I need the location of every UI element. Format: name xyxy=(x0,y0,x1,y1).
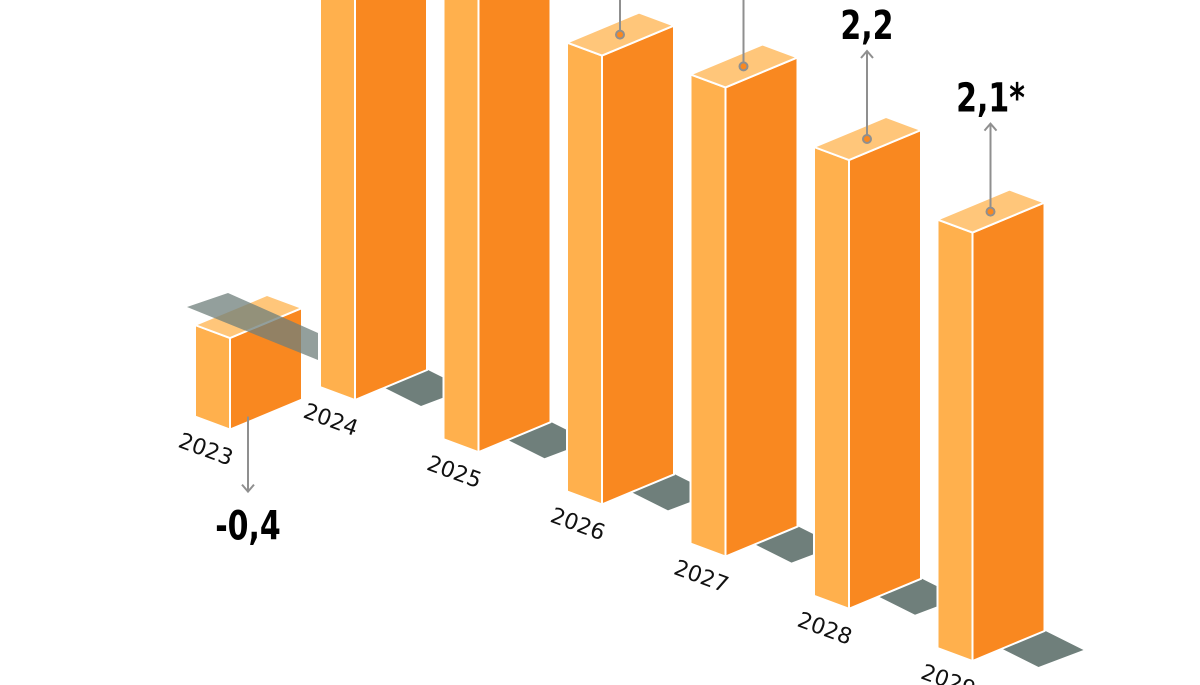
bar-front-face xyxy=(689,72,727,559)
year-label: 2025 xyxy=(423,451,484,494)
bar-side-face xyxy=(601,24,675,506)
bar-front-face xyxy=(194,323,231,432)
value-label: 2,1* xyxy=(956,75,1025,121)
year-label: 2029-30 xyxy=(917,660,1012,685)
anchor-dot xyxy=(738,61,749,72)
bar-side-face xyxy=(848,128,922,611)
year-label: 2026 xyxy=(547,504,608,547)
bar-side-face xyxy=(354,0,428,402)
year-label: 2024 xyxy=(300,399,361,442)
value-label: -0,4 xyxy=(215,503,281,549)
arrow-down-icon xyxy=(241,483,255,494)
zero-plane-shadow xyxy=(187,293,318,360)
bar-front-face xyxy=(442,0,480,454)
bar-front-face xyxy=(319,0,356,402)
bar-side-face xyxy=(971,201,1046,663)
year-label: 2023 xyxy=(175,429,236,472)
bar-side-face xyxy=(477,0,552,454)
bar-front-face xyxy=(566,41,603,506)
year-label: 2028 xyxy=(794,608,855,651)
anchor-dot xyxy=(985,206,996,217)
arrow-up-icon xyxy=(860,49,874,59)
bar-side-face xyxy=(724,55,799,559)
value-label: 2,2 xyxy=(840,3,893,49)
anchor-dot xyxy=(862,134,872,144)
bar-front-face xyxy=(813,145,850,611)
arrow-up-icon xyxy=(983,122,998,132)
year-label: 2027 xyxy=(670,556,731,599)
anchor-dot xyxy=(615,29,625,40)
bar-front-face xyxy=(936,218,974,663)
